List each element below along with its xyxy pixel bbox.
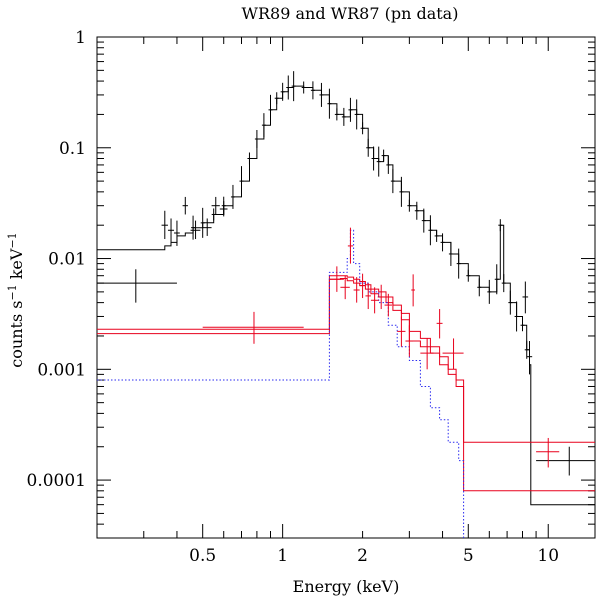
y-tick-label: 1 [75,28,86,48]
series-wr87-model [97,275,595,492]
series-wr87-model-dotted [97,229,465,538]
x-tick-label: 5 [463,546,474,566]
wr89-dense-data [191,71,529,359]
errorbars-wr87-data [202,227,560,468]
series-wr87-model-alt [97,278,595,443]
x-axis-label: Energy (keV) [293,577,400,596]
plot-frame [96,36,596,539]
y-tick-label: 0.1 [59,139,86,159]
x-tick-label: 1 [277,546,288,566]
x-tick-label: 0.5 [189,546,216,566]
tick-labels: 0.5 1 2 5 10 1 0.1 0.01 0.001 0.0001 [27,28,560,566]
x-tick-label: 10 [537,546,559,566]
y-tick-label: 0.01 [48,250,86,270]
y-tick-label: 0.0001 [27,471,86,491]
y-tick-label: 0.001 [37,360,86,380]
chart-title: WR89 and WR87 (pn data) [242,4,459,23]
plot-area [97,71,595,538]
errorbars-wr89-data [97,196,595,476]
x-tick-label: 2 [357,546,368,566]
y-axis-label: counts s−1 keV−1 [6,232,26,367]
axis-ticks [96,36,595,539]
